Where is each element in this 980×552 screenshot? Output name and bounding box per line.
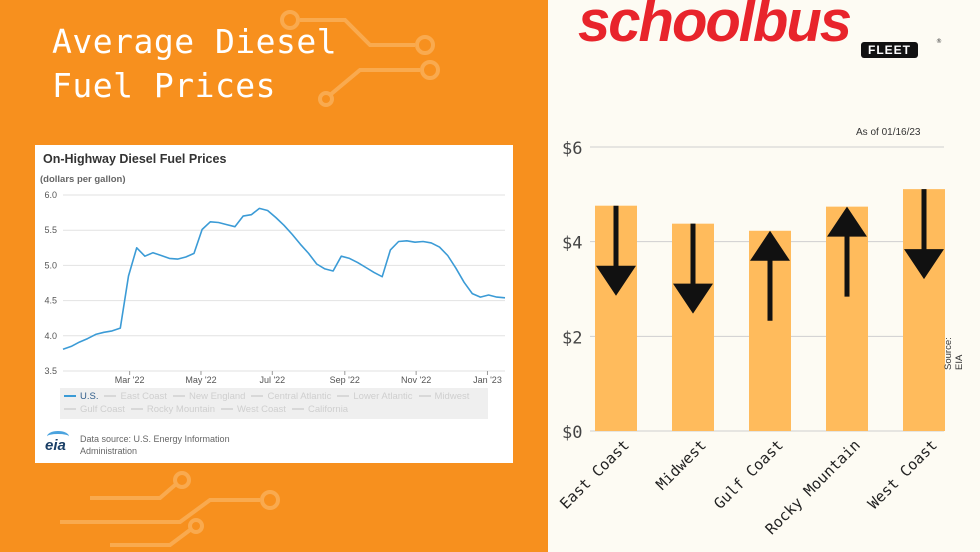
- source-note: Source: EIA: [943, 337, 965, 370]
- eia-series-line: [62, 207, 506, 350]
- bar-y-tick: $4: [562, 234, 582, 254]
- fleet-badge: FLEET: [861, 42, 918, 58]
- circuit-decoration: [60, 10, 440, 547]
- eia-chart-title: On-Highway Diesel Fuel Prices: [43, 152, 227, 166]
- eia-legend-item[interactable]: Central Atlantic: [251, 390, 331, 403]
- eia-legend-item[interactable]: Midwest: [419, 390, 470, 403]
- eia-y-tick: 4.5: [44, 296, 57, 306]
- trend-arrow-up: [827, 206, 867, 297]
- bar-y-tick: $6: [562, 139, 582, 159]
- headline: Average Diesel Fuel Prices: [52, 20, 337, 108]
- registered-mark: ®: [936, 38, 942, 45]
- eia-legend-item[interactable]: Lower Atlantic: [337, 390, 412, 403]
- eia-source-text: Data source: U.S. Energy Information Adm…: [80, 434, 230, 456]
- eia-x-tick: Sep '22: [330, 375, 360, 385]
- eia-line-chart: 3.5 4.0 4.5 5.0 5.5 6.0 Mar '22 May '22 Jul '22 S…: [44, 190, 506, 385]
- left-panel: Average Diesel Fuel Prices On-Highway Di…: [0, 0, 548, 552]
- headline-line-1: Average Diesel: [52, 22, 338, 61]
- eia-chart-units: (dollars per gallon): [40, 174, 126, 185]
- headline-line-2: Fuel Prices: [52, 66, 277, 105]
- bar-y-tick: $0: [562, 423, 582, 443]
- eia-legend[interactable]: U.S. East Coast New England Central Atlanti…: [60, 388, 488, 419]
- eia-legend-item[interactable]: West Coast: [221, 403, 286, 416]
- bar-category-label: Gulf Coast: [710, 436, 787, 513]
- bar-category-label: East Coast: [556, 436, 633, 513]
- eia-y-tick: 5.0: [44, 260, 57, 270]
- eia-legend-item[interactable]: Rocky Mountain: [131, 403, 215, 416]
- eia-chart-card: On-Highway Diesel Fuel Prices (dollars p…: [35, 145, 513, 463]
- eia-y-tick: 6.0: [44, 190, 57, 200]
- bar-category-label: West Coast: [864, 436, 941, 513]
- eia-y-tick: 5.5: [44, 225, 57, 235]
- right-panel: schoolbus FLEET ® As of 01/16/23 $0 $2 $4 $…: [548, 0, 980, 552]
- eia-y-tick: 4.0: [44, 331, 57, 341]
- eia-legend-item[interactable]: U.S.: [64, 390, 98, 403]
- eia-x-tick: Jan '23: [473, 375, 502, 385]
- eia-legend-item[interactable]: Gulf Coast: [64, 403, 125, 416]
- trend-arrow-down: [673, 223, 713, 314]
- eia-x-tick: Nov '22: [401, 375, 431, 385]
- eia-legend-item[interactable]: East Coast: [104, 390, 166, 403]
- trend-arrow-up: [750, 230, 790, 321]
- bar-category-label: Midwest: [652, 436, 709, 493]
- schoolbus-logo: schoolbus: [578, 0, 852, 54]
- eia-y-tick: 3.5: [44, 366, 57, 376]
- eia-x-tick: Mar '22: [115, 375, 145, 385]
- trend-arrow-down: [904, 189, 944, 280]
- trend-arrow-down: [596, 205, 636, 296]
- bar-y-tick: $2: [562, 328, 582, 348]
- eia-logo-arc: [47, 431, 69, 442]
- eia-legend-item[interactable]: New England: [173, 390, 246, 403]
- eia-logo: eia: [45, 437, 66, 454]
- as-of-date: As of 01/16/23: [856, 127, 921, 138]
- eia-legend-item[interactable]: California: [292, 403, 348, 416]
- eia-x-tick: Jul '22: [259, 375, 285, 385]
- eia-x-tick: May '22: [185, 375, 216, 385]
